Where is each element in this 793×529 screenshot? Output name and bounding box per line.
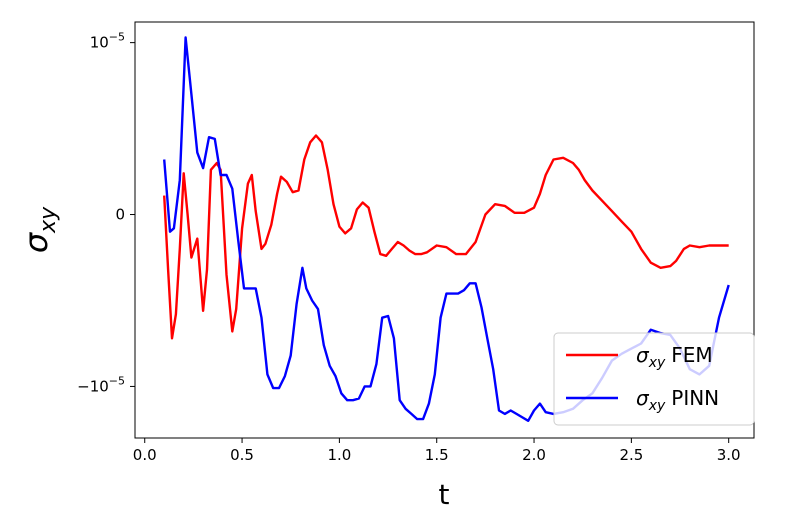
- legend-fem-suffix: FEM: [671, 343, 712, 367]
- legend-label-fem: σxy FEM: [636, 343, 713, 371]
- legend-pinn-base: σ: [636, 386, 650, 410]
- y-tick-label: −10−5: [77, 374, 125, 395]
- x-axis-title: t: [439, 478, 450, 511]
- axes-frame: [134, 21, 755, 439]
- legend: σxy FEM σxy PINN: [553, 332, 755, 426]
- y-axis-title-base: σ: [17, 231, 55, 253]
- y-tick-label: 10−5: [90, 31, 125, 52]
- legend-pinn-sub: xy: [648, 398, 666, 414]
- x-tick-label: 0.5: [230, 446, 254, 464]
- x-axis: 0.0 0.5 1.0 1.5 2.0 2.5 3.0: [133, 438, 741, 464]
- x-tick-label: 2.5: [619, 446, 643, 464]
- y-axis-title: σxy: [17, 206, 61, 253]
- legend-pinn-suffix: PINN: [671, 386, 719, 410]
- legend-label-pinn: σxy PINN: [636, 386, 719, 414]
- x-tick-label: 1.0: [327, 446, 351, 464]
- x-tick-label: 0.0: [133, 446, 157, 464]
- legend-fem-base: σ: [636, 343, 650, 367]
- y-axis: 10−5 0 −10−5: [77, 31, 135, 395]
- x-tick-label: 3.0: [717, 446, 741, 464]
- x-tick-label: 2.0: [522, 446, 546, 464]
- x-tick-label: 1.5: [425, 446, 449, 464]
- y-axis-title-sub: xy: [36, 206, 61, 234]
- legend-fem-sub: xy: [648, 355, 666, 371]
- series-line-fem: [163, 134, 729, 340]
- y-tick-label: 0: [115, 206, 125, 224]
- svg-text:σxy: σxy: [17, 206, 61, 253]
